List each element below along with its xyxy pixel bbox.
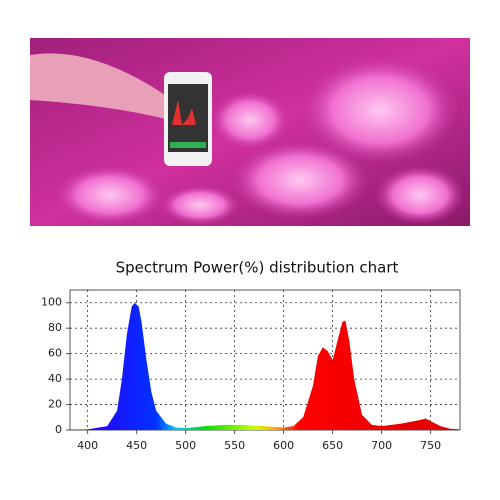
x-tick-label: 600	[273, 439, 294, 452]
y-tick-label: 0	[55, 423, 62, 436]
x-tick-label: 700	[371, 439, 392, 452]
x-tick-label: 450	[126, 439, 147, 452]
chart-title: Spectrum Power(%) distribution chart	[116, 259, 399, 277]
x-tick-label: 650	[322, 439, 343, 452]
y-tick-label: 40	[48, 372, 62, 385]
x-tick-label: 550	[224, 439, 245, 452]
y-tick-label: 60	[48, 347, 62, 360]
y-tick-label: 80	[48, 321, 62, 334]
x-tick-label: 750	[420, 439, 441, 452]
y-tick-label: 20	[48, 398, 62, 411]
photo	[30, 38, 470, 226]
x-tick-label: 400	[77, 439, 98, 452]
x-tick-label: 500	[175, 439, 196, 452]
y-tick-label: 100	[41, 296, 62, 309]
